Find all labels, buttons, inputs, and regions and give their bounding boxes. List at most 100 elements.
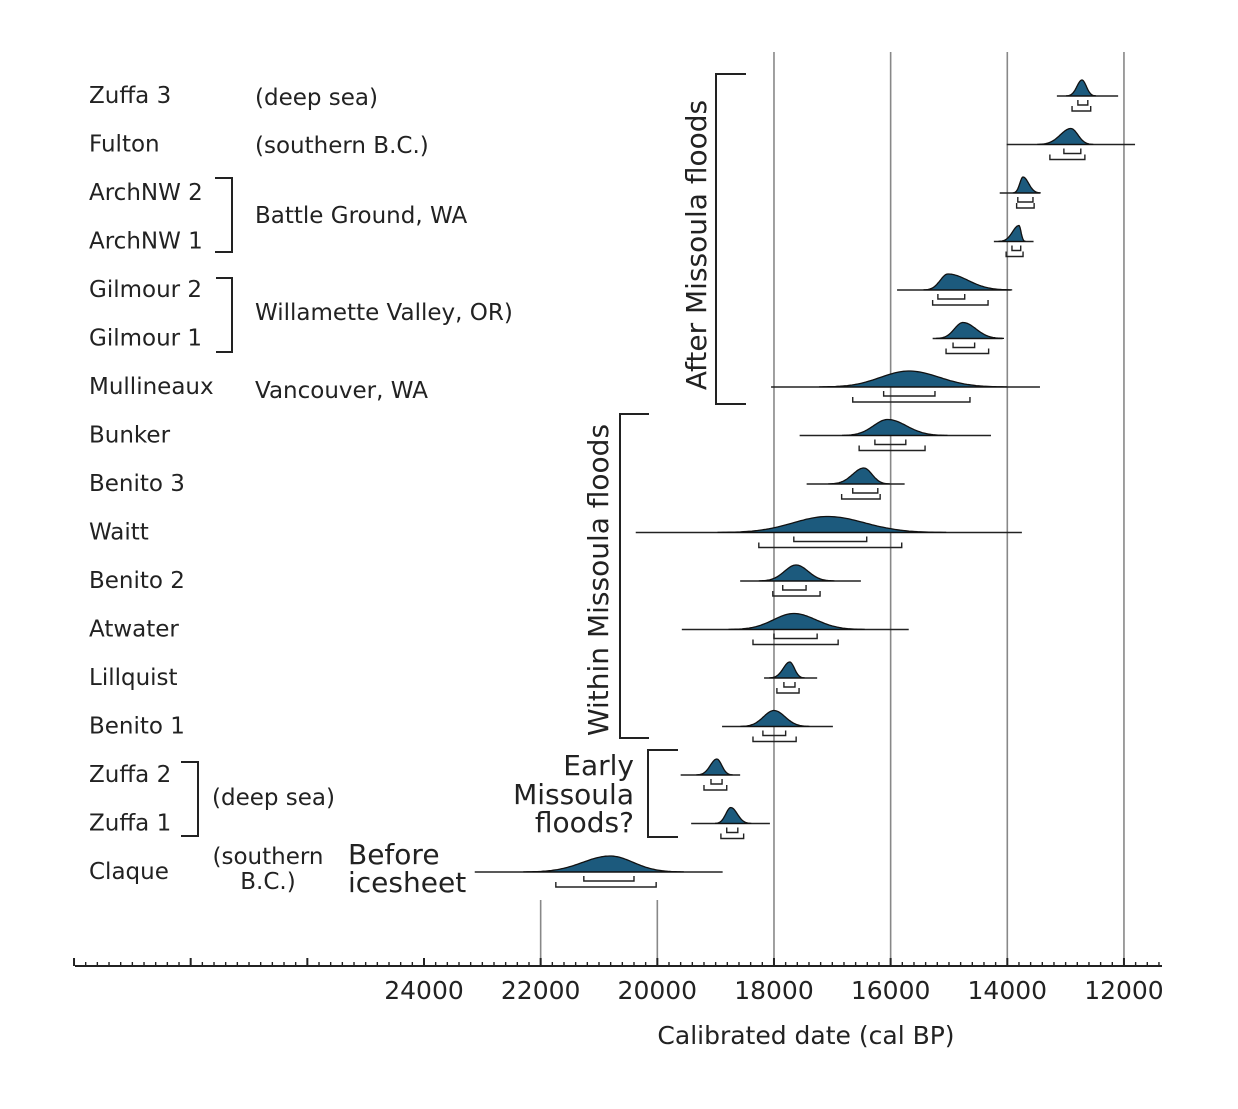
sigma2-bracket [858,445,926,452]
sigma1-bracket [1077,100,1089,106]
sigma2-bracket [555,882,657,888]
group-label-before: icesheet [348,866,466,899]
sigma1-bracket [852,488,879,494]
probability-distribution [696,758,733,776]
bracket-archnw [215,177,233,253]
probability-distribution [715,806,752,825]
tick-label: 12000 [1084,976,1164,1005]
sigma1-bracket [952,342,976,349]
series-row: ArchNW 2 [89,176,1041,209]
sigma1-bracket [882,391,936,397]
site-label: (southern [213,844,324,870]
sigma1-bracket [793,536,868,543]
group-label-after: After Missoula floods [680,100,713,390]
row-label: ArchNW 2 [89,180,203,206]
sigma2-bracket [1015,203,1035,209]
group-label-early: Early [563,749,634,782]
sigma2-bracket [720,833,745,840]
sigma2-bracket [776,688,800,694]
row-label: Gilmour 1 [89,326,202,352]
row-label: Zuffa 1 [89,811,171,837]
sigma1-bracket [782,585,807,591]
x-axis: 24000 22000 20000 18000 16000 14000 12000 [73,958,1164,1005]
site-label: (deep sea) [255,85,378,111]
series-row: Benito 3 [89,467,905,500]
sigma2-bracket [772,591,821,597]
sigma2-bracket [1049,154,1086,161]
sigma2-bracket [931,300,989,306]
probability-distribution [923,273,1013,291]
bracket-gilmour [216,277,233,353]
series-row: Gilmour 2 [89,273,1013,306]
site-label: (deep sea) [212,785,335,811]
group-label-early: floods? [535,806,634,839]
probability-distribution [998,224,1026,243]
sigma2-bracket [758,542,903,549]
row-label: Benito 1 [89,714,185,740]
row-label: Zuffa 2 [89,762,171,788]
sigma2-bracket [752,736,797,743]
sigma1-bracket [1011,245,1022,252]
row-label: ArchNW 1 [89,229,203,255]
tick-label: 14000 [968,976,1048,1005]
sigma1-bracket [874,439,907,446]
sigma1-bracket [762,730,787,737]
tick-label: 20000 [618,976,698,1005]
row-label: Atwater [89,617,179,643]
probability-distribution [523,855,684,873]
row-label: Benito 2 [89,568,185,594]
probability-distribution [717,515,947,534]
site-label: (southern B.C.) [255,133,429,159]
row-label: Fulton [89,132,160,158]
sigma1-bracket [726,827,739,834]
sigma1-bracket [1063,148,1082,155]
site-label: Willamette Valley, OR) [255,300,513,326]
row-label: Lillquist [89,665,178,691]
series-row: Bunker [89,418,991,452]
sigma2-bracket [1005,251,1024,258]
sigma2-bracket [1071,106,1092,112]
sigma2-bracket [752,639,839,646]
probability-distribution [758,564,835,582]
tick-label: 16000 [851,976,931,1005]
row-label: Gilmour 2 [89,277,202,303]
x-axis-title: Calibrated date (cal BP) [657,1021,954,1050]
series-row: Mullineaux [89,370,1040,403]
site-label: B.C.) [240,869,295,895]
series-row: Benito 2 [89,564,861,597]
probability-distribution [1066,79,1096,97]
row-label: Bunker [89,423,171,449]
series-row: Benito 1 [89,709,833,743]
row-label: Zuffa 3 [89,83,171,109]
series-row: Zuffa 3 [89,79,1119,112]
rows: Zuffa 3 Fulton ArchNW 2 ArchNW 1 Gilmour 2 Gi… [89,79,1136,888]
series-row: Claque [89,855,723,888]
row-label: Benito 3 [89,471,185,497]
bracket-early-missoula [647,749,678,838]
bracket-zuffa [181,761,199,837]
tick-label: 22000 [501,976,581,1005]
bracket-within-missoula [619,413,649,739]
sigma1-bracket [1017,197,1034,203]
probability-distribution [819,370,1007,388]
site-label: Vancouver, WA [255,378,428,404]
row-label: Claque [89,859,169,885]
reference-lines [539,52,1125,965]
sigma2-bracket [703,785,728,791]
probability-distribution [728,612,865,631]
row-label: Mullineaux [89,374,214,400]
series-row: Atwater [89,612,909,646]
series-row: Zuffa 1 [89,806,770,840]
group-label-early: Missoula [513,778,634,811]
group-labels: After Missoula floods Within Missoula flo… [348,73,746,899]
probability-distribution [935,321,1004,340]
site-label: Battle Ground, WA [255,203,467,229]
sigma1-bracket [583,876,635,882]
tick-label: 24000 [384,976,464,1005]
tick-label: 18000 [734,976,814,1005]
probability-distribution [740,709,810,728]
probability-distribution [828,467,890,485]
site-labels: (deep sea) (southern B.C.) Battle Ground, … [181,85,513,895]
sigma1-bracket [937,294,966,300]
